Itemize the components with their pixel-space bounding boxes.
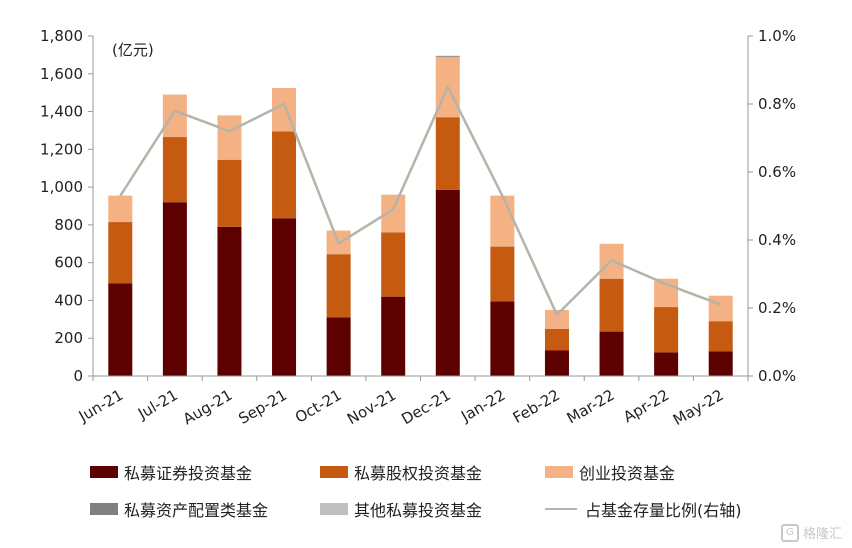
bar-jan-22-series-1 [490,246,515,302]
ratio-line [119,85,722,317]
bar-jan-22-series-0 [490,301,515,376]
legend-item: 私募资产配置类基金 [90,497,268,521]
bar-sep-21-series-1 [272,131,297,219]
left-y-axis: 0 200 400 600 800 1,000 1,200 1,400 1,600 1,800 [40,27,94,385]
x-tick-label: Dec-21 [398,386,453,428]
x-tick-label: Feb-22 [510,386,563,427]
legend-label: 私募资产配置类基金 [124,501,269,520]
bar-nov-21-series-0 [381,296,406,376]
bar-jul-21-series-0 [162,202,187,376]
legend-label: 占基金存量比例(右轴) [585,501,742,520]
right-tick-label: 0.2% [758,299,796,317]
x-tick-label: Apr-22 [620,386,672,426]
legend-swatch [320,503,348,515]
legend-swatch [320,466,348,478]
x-tick-label: Mar-22 [564,386,618,428]
bar-apr-22-series-1 [654,307,679,353]
bar-mar-22-series-0 [599,331,624,376]
bar-oct-21-series-0 [326,317,351,376]
x-tick-label: Jun-21 [75,386,126,426]
x-tick-label: Oct-21 [292,386,345,427]
right-y-axis: 0.0% 0.2% 0.4% 0.6% 0.8% 1.0% [747,27,796,385]
legend-item: 私募证券投资基金 [90,460,252,484]
legend-item: 创业投资基金 [545,460,675,484]
left-tick-label: 0 [73,367,83,385]
bar-jan-22-series-2 [490,195,515,247]
bar-may-22-series-1 [708,321,733,352]
unit-label: (亿元) [112,41,154,59]
bar-dec-21-series-1 [435,117,460,190]
bar-nov-21-series-1 [381,232,406,297]
bar-jun-21-series-1 [108,222,133,284]
bar-jun-21-series-0 [108,283,133,376]
left-tick-label: 800 [54,216,83,234]
bar-dec-21-series-3 [435,55,460,57]
legend-swatch [545,466,573,478]
watermark: G 格隆汇 [780,523,842,542]
bar-feb-22-series-1 [544,328,569,351]
watermark-logo-icon: G [780,523,799,542]
bar-jun-21-series-2 [108,195,133,223]
x-tick-label: May-22 [670,386,727,429]
left-tick-label: 200 [54,329,83,347]
right-tick-label: 0.8% [758,95,796,113]
bar-sep-21-series-0 [272,218,297,376]
legend-swatch [90,503,118,515]
right-tick-label: 0.6% [758,163,796,181]
x-tick-label: Jan-22 [457,386,508,426]
bar-aug-21-series-2 [217,115,242,160]
bar-oct-21-series-1 [326,254,351,318]
bar-feb-22-series-2 [544,309,569,329]
x-tick-label: Jul-21 [134,386,181,423]
left-tick-label: 1,400 [40,103,83,121]
bar-feb-22-series-0 [544,350,569,376]
right-tick-label: 0.4% [758,231,796,249]
legend-item: 其他私募投资基金 [320,497,482,521]
legend-label: 其他私募投资基金 [354,501,483,520]
bar-may-22-series-2 [708,295,733,322]
bar-mar-22-series-1 [599,278,624,332]
x-tick-label: Aug-21 [180,386,236,428]
ratio-line-path [119,85,722,317]
chart: 0 200 400 600 800 1,000 1,200 1,400 1,600 1,800 0… [40,27,796,429]
left-tick-label: 600 [54,254,83,272]
bars [108,55,733,376]
legend-swatch [545,508,577,510]
bar-dec-21-series-0 [435,189,460,376]
left-tick-label: 1,000 [40,178,83,196]
bar-jul-21-series-1 [162,137,187,203]
x-tick-label: Nov-21 [344,386,399,428]
x-tick-label: Sep-21 [235,386,290,428]
bar-aug-21-series-0 [217,226,242,376]
bar-jul-21-series-2 [162,94,187,138]
left-tick-label: 1,800 [40,27,83,45]
legend-item: 私募股权投资基金 [320,460,482,484]
watermark-text: 格隆汇 [802,527,842,542]
right-tick-label: 0.0% [758,367,796,385]
bar-apr-22-series-0 [654,352,679,376]
left-tick-label: 1,600 [40,65,83,83]
legend-label: 私募股权投资基金 [354,464,483,483]
left-tick-label: 400 [54,291,83,309]
right-tick-label: 1.0% [758,27,796,45]
left-tick-label: 1,200 [40,140,83,158]
legend-swatch [90,466,118,478]
legend-label: 私募证券投资基金 [124,464,253,483]
legend-item: 占基金存量比例(右轴) [545,497,742,521]
bar-aug-21-series-1 [217,159,242,227]
legend-label: 创业投资基金 [579,464,676,483]
bar-may-22-series-0 [708,351,733,376]
